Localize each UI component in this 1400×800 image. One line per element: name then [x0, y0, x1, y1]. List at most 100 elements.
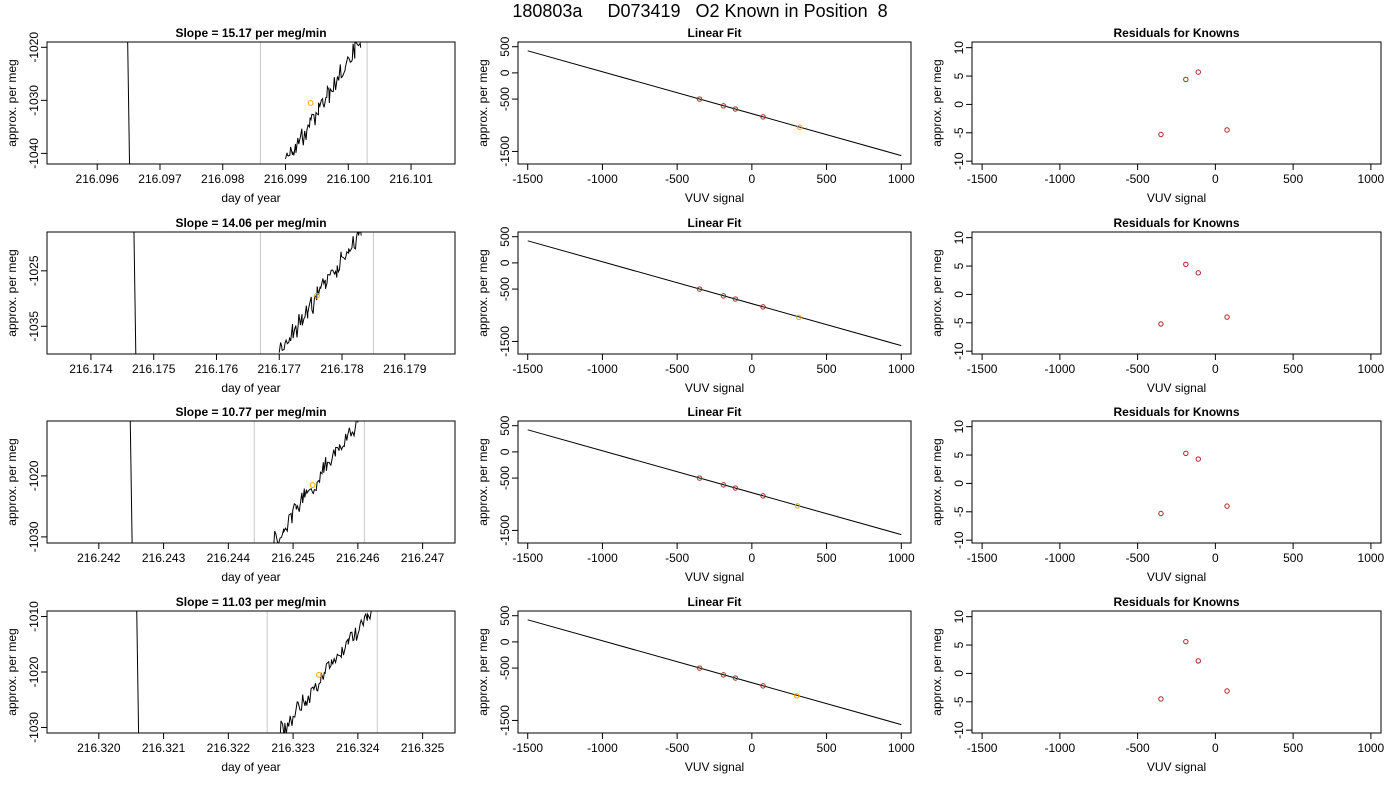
known-point — [732, 485, 739, 491]
panel-4-3: Residuals for Knowns -1500 -1000 -500 0 500 10… — [930, 595, 1385, 774]
y-tick-label: 0 — [952, 480, 966, 487]
plot-frame — [971, 231, 1382, 355]
known-point — [1183, 450, 1189, 457]
x-tick-label: 500 — [817, 362, 837, 376]
y-tick-label: -1025 — [27, 255, 41, 286]
x-tick-label: 216.176 — [195, 362, 239, 376]
highlight-point — [796, 314, 802, 321]
y-tick-label: -5 — [952, 696, 966, 707]
data-layer — [1158, 69, 1230, 138]
y-tick-label: -1500 — [498, 326, 512, 357]
y-axis-label: approx. per meg — [476, 628, 490, 715]
plot-frame — [971, 420, 1382, 544]
highlight-point — [316, 671, 322, 678]
x-tick-label: 500 — [1283, 362, 1303, 376]
plot-frame — [46, 420, 456, 544]
highlight-point — [309, 482, 316, 488]
x-tick-label: 216.247 — [401, 551, 445, 565]
plot-frame — [517, 610, 912, 734]
trace-spike — [127, 42, 131, 164]
x-tick-label: 216.320 — [77, 741, 121, 755]
x-tick-label: -500 — [1126, 362, 1150, 376]
x-axis-label: day of year — [221, 381, 280, 395]
known-point — [720, 103, 727, 109]
known-point — [760, 304, 766, 310]
x-tick-label: -500 — [665, 741, 689, 755]
plot-frame — [517, 41, 912, 165]
x-tick-label: -500 — [1126, 551, 1150, 565]
panel-2-3: Residuals for Knowns -1500 -1000 -500 0 500 10… — [930, 216, 1385, 395]
x-axis-label: day of year — [221, 760, 280, 774]
x-tick-label: 0 — [749, 741, 756, 755]
y-tick-label: -500 — [498, 87, 512, 111]
known-point — [720, 293, 727, 299]
known-point — [696, 475, 703, 481]
y-tick-label: 5 — [952, 451, 966, 458]
highlight-point — [794, 503, 801, 509]
x-tick-label: -1500 — [967, 362, 998, 376]
panel-title: Slope = 10.77 per meg/min — [175, 405, 326, 419]
y-tick-label: 0 — [952, 670, 966, 677]
x-tick-label: 0 — [1212, 172, 1219, 186]
x-tick-label: 216.242 — [77, 551, 121, 565]
panel-1-1: Slope = 15.17 per meg/min 216.096 216.097 2… — [5, 26, 456, 205]
y-tick-label: -500 — [498, 656, 512, 680]
x-tick-label: -500 — [665, 362, 689, 376]
y-tick-label: -500 — [498, 277, 512, 301]
x-tick-label: 216.179 — [383, 362, 427, 376]
y-tick-label: -1035 — [27, 311, 41, 342]
x-axis-label: VUV signal — [1147, 760, 1206, 774]
known-point — [1224, 688, 1230, 694]
y-axis-label: approx. per meg — [476, 249, 490, 336]
known-point — [1224, 127, 1230, 133]
y-axis-label: approx. per meg — [5, 249, 19, 336]
known-point — [1224, 503, 1230, 509]
y-tick-label: 0 — [498, 259, 512, 266]
y-tick-label: -5 — [952, 506, 966, 517]
panel-title: Residuals for Knowns — [1113, 595, 1239, 609]
x-tick-label: 0 — [1212, 741, 1219, 755]
x-tick-label: 216.325 — [401, 741, 445, 755]
panel-title: Linear Fit — [687, 216, 741, 230]
panel-2-1: Slope = 14.06 per meg/min 216.174 216.175 2… — [5, 216, 456, 395]
panel-3-1: Slope = 10.77 per meg/min 216.242 216.243 2… — [5, 405, 456, 584]
known-point — [732, 106, 739, 112]
x-tick-label: -1000 — [587, 172, 618, 186]
data-layer — [129, 421, 365, 543]
panel-title: Slope = 11.03 per meg/min — [176, 595, 326, 609]
y-tick-label: 10 — [952, 420, 966, 434]
y-tick-label: 0 — [498, 638, 512, 645]
known-point — [720, 672, 727, 678]
x-tick-label: 216.175 — [132, 362, 176, 376]
x-tick-label: 216.098 — [201, 172, 245, 186]
y-tick-label: -5 — [952, 127, 966, 138]
x-tick-label: 216.324 — [336, 741, 380, 755]
x-tick-label: -1500 — [967, 172, 998, 186]
known-point — [760, 493, 766, 499]
x-axis-label: VUV signal — [685, 191, 744, 205]
trace-line — [273, 421, 359, 543]
y-tick-label: -5 — [952, 317, 966, 328]
known-point — [696, 286, 703, 292]
x-tick-label: 1000 — [888, 172, 915, 186]
x-tick-label: -1500 — [967, 741, 998, 755]
x-tick-label: 500 — [1283, 172, 1303, 186]
known-point — [760, 683, 766, 689]
y-tick-label: -1030 — [27, 85, 41, 116]
x-tick-label: -1000 — [1045, 551, 1076, 565]
data-layer — [527, 429, 902, 536]
panel-title: Residuals for Knowns — [1113, 26, 1239, 40]
y-tick-label: -10 — [952, 342, 966, 360]
plot-frame — [46, 41, 456, 165]
x-tick-label: 500 — [817, 551, 837, 565]
plot-frame — [46, 610, 456, 734]
x-tick-label: -1000 — [587, 551, 618, 565]
panel-1-2: Linear Fit -1500 -1000 -500 0 500 1000 500 0 -500… — [476, 26, 915, 205]
x-tick-label: 216.322 — [207, 741, 251, 755]
panel-3-2: Linear Fit -1500 -1000 -500 0 500 1000 500 0 -500… — [476, 405, 915, 584]
data-layer — [136, 611, 378, 733]
known-point — [1195, 456, 1201, 462]
x-tick-label: -1500 — [512, 362, 543, 376]
y-tick-label: 0 — [498, 448, 512, 455]
known-point — [1183, 638, 1189, 645]
